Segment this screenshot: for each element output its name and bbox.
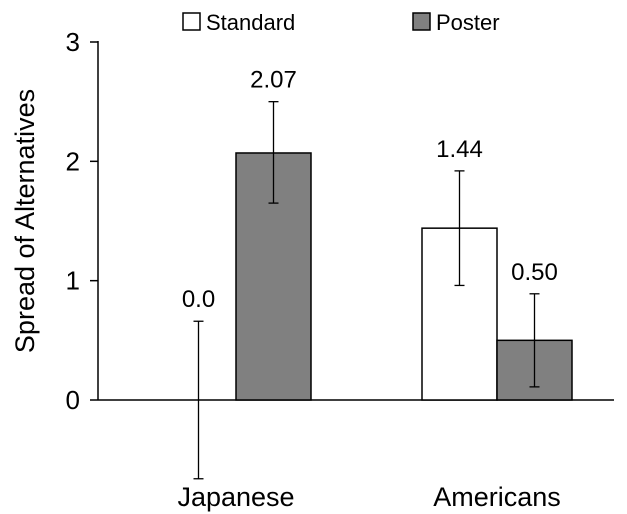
data-label-standard-japanese: 0.0 [182, 286, 215, 313]
y-axis-label: Spread of Alternatives [10, 89, 40, 353]
legend-label-standard: Standard [206, 10, 295, 35]
legend-label-poster: Poster [436, 10, 500, 35]
legend-swatch-poster [412, 12, 431, 31]
y-tick-label-1: 1 [66, 266, 80, 296]
y-tick-label-2: 2 [66, 146, 80, 176]
data-label-poster-americans: 0.50 [511, 259, 558, 286]
x-category-label-japanese: Japanese [177, 482, 294, 512]
bars-group: 0.0 2.07 1.44 0.50 [182, 67, 573, 480]
y-axis-ticks: 0 1 2 3 [66, 27, 98, 415]
y-tick-label-3: 3 [66, 27, 80, 57]
x-category-label-americans: Americans [433, 482, 561, 512]
y-tick-label-0: 0 [66, 385, 80, 415]
legend: Standard Poster [182, 10, 500, 35]
data-label-standard-americans: 1.44 [436, 136, 483, 163]
legend-swatch-standard [182, 12, 201, 31]
data-label-poster-japanese: 2.07 [250, 67, 297, 94]
